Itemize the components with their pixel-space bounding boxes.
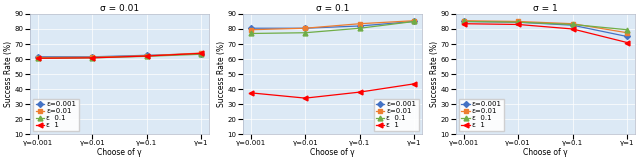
- ε  1: [515, 24, 522, 25]
- Y-axis label: Success Rate (%): Success Rate (%): [217, 41, 226, 107]
- Title: σ = 1: σ = 1: [533, 4, 557, 13]
- ε=0.01: [247, 29, 255, 31]
- Line: ε=0.001: ε=0.001: [249, 19, 416, 30]
- Line: ε  1: ε 1: [36, 51, 204, 61]
- ε=0.01: [198, 52, 205, 54]
- ε  0.1: [88, 57, 96, 59]
- ε  1: [143, 55, 150, 57]
- Line: ε  1: ε 1: [461, 21, 630, 45]
- ε  1: [301, 97, 309, 99]
- ε=0.01: [88, 56, 96, 58]
- ε  0.1: [34, 57, 42, 59]
- ε=0.001: [569, 24, 577, 26]
- ε=0.01: [356, 23, 364, 25]
- X-axis label: Choose of γ: Choose of γ: [97, 148, 142, 157]
- ε=0.001: [143, 54, 150, 56]
- ε  0.1: [198, 53, 205, 55]
- ε  1: [623, 42, 631, 43]
- ε=0.01: [460, 20, 468, 22]
- Y-axis label: Success Rate (%): Success Rate (%): [430, 41, 439, 107]
- ε=0.01: [569, 23, 577, 25]
- ε=0.001: [301, 27, 309, 29]
- Line: ε=0.001: ε=0.001: [36, 52, 204, 59]
- ε  0.1: [143, 55, 150, 57]
- ε  1: [410, 83, 418, 85]
- ε=0.01: [410, 20, 418, 22]
- Line: ε=0.01: ε=0.01: [249, 19, 416, 32]
- Title: σ = 0.1: σ = 0.1: [316, 4, 349, 13]
- ε  0.1: [623, 29, 631, 31]
- ε  0.1: [301, 32, 309, 34]
- ε  0.1: [569, 24, 577, 25]
- ε=0.01: [301, 27, 309, 29]
- ε  0.1: [460, 20, 468, 22]
- Legend: ε=0.001, ε=0.01, ε  0.1, ε  1: ε=0.001, ε=0.01, ε 0.1, ε 1: [374, 99, 419, 131]
- Line: ε=0.001: ε=0.001: [461, 19, 629, 39]
- ε  0.1: [247, 33, 255, 34]
- Line: ε  0.1: ε 0.1: [248, 19, 417, 36]
- Legend: ε=0.001, ε=0.01, ε  0.1, ε  1: ε=0.001, ε=0.01, ε 0.1, ε 1: [459, 99, 504, 131]
- ε=0.001: [623, 36, 631, 38]
- ε  0.1: [356, 27, 364, 29]
- ε  0.1: [410, 20, 418, 22]
- ε=0.001: [515, 21, 522, 23]
- ε=0.01: [34, 57, 42, 58]
- ε  1: [34, 57, 42, 59]
- X-axis label: Choose of γ: Choose of γ: [523, 148, 568, 157]
- X-axis label: Choose of γ: Choose of γ: [310, 148, 355, 157]
- ε  1: [569, 28, 577, 30]
- ε=0.01: [143, 55, 150, 57]
- ε  1: [356, 91, 364, 93]
- Line: ε  0.1: ε 0.1: [36, 52, 204, 61]
- ε=0.001: [356, 25, 364, 27]
- ε=0.01: [623, 32, 631, 34]
- ε=0.001: [88, 56, 96, 58]
- ε=0.01: [515, 20, 522, 22]
- Line: ε  0.1: ε 0.1: [461, 19, 630, 32]
- ε=0.001: [198, 53, 205, 55]
- Legend: ε=0.001, ε=0.01, ε  0.1, ε  1: ε=0.001, ε=0.01, ε 0.1, ε 1: [33, 99, 79, 131]
- ε=0.001: [460, 20, 468, 22]
- ε  1: [88, 57, 96, 59]
- ε=0.001: [247, 27, 255, 29]
- Line: ε=0.01: ε=0.01: [461, 19, 629, 35]
- Y-axis label: Success Rate (%): Success Rate (%): [4, 41, 13, 107]
- ε  1: [247, 92, 255, 94]
- ε  1: [460, 23, 468, 25]
- Title: σ = 0.01: σ = 0.01: [100, 4, 140, 13]
- ε  1: [198, 52, 205, 54]
- Line: ε=0.01: ε=0.01: [36, 51, 204, 60]
- ε  0.1: [515, 21, 522, 23]
- ε=0.001: [410, 20, 418, 22]
- ε=0.001: [34, 56, 42, 58]
- Line: ε  1: ε 1: [248, 81, 417, 101]
